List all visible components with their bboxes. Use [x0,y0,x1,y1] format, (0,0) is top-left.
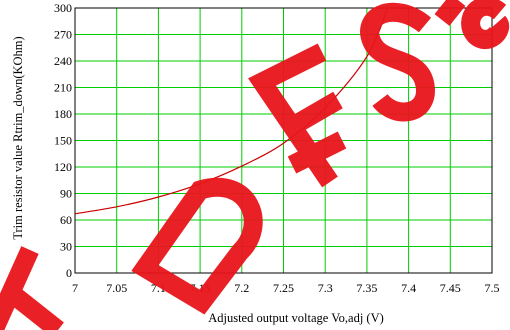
x-tick-label: 7.35 [356,281,377,295]
y-tick-label: 0 [66,266,72,280]
y-tick-label: 30 [60,240,72,254]
x-tick-label: 7.45 [440,281,461,295]
watermark-letter-a [0,246,64,330]
x-tick-label: 7.4 [401,281,416,295]
y-tick-label: 270 [54,28,72,42]
x-tick-label: 7.5 [485,281,500,295]
y-tick-label: 240 [54,54,72,68]
watermark-letter-i [434,0,466,26]
plot-frame [74,7,493,274]
y-tick-label: 180 [54,107,72,121]
watermark-letter-d [131,177,263,315]
x-axis-label: Adjusted output voltage Vo,adj (V) [208,311,384,325]
watermark-letter-s [360,2,435,122]
y-tick-label: 300 [54,1,72,15]
watermark-letter-g [461,0,510,49]
y-tick-label: 210 [54,81,72,95]
x-tick-label: 7.3 [318,281,333,295]
x-tick-label: 7 [72,281,78,295]
watermark-letter-e [248,43,347,188]
x-tick-label: 7.25 [273,281,294,295]
x-tick-label: 7.2 [234,281,249,295]
x-tick-label: 7.05 [106,281,127,295]
y-tick-label: 150 [54,134,72,148]
series-line [74,7,389,215]
y-tick-label: 120 [54,160,72,174]
y-tick-label: 90 [60,187,72,201]
y-tick-label: 60 [60,213,72,227]
y-axis-label: Trim resistor value Rtrim_down(KOhm) [11,36,25,239]
